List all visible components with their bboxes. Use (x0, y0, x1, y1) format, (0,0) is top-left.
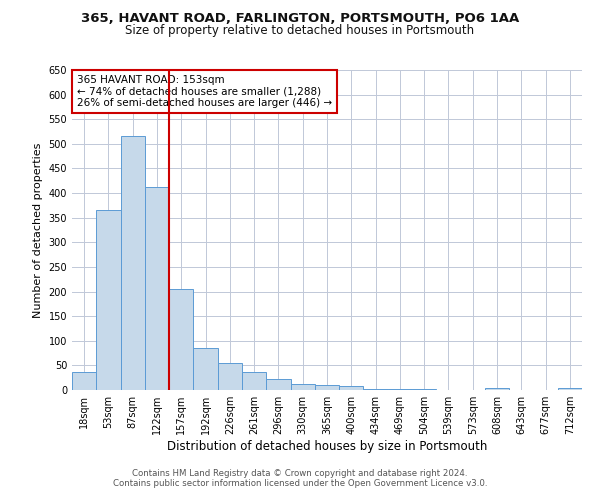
Bar (315, 385, 339, 390)
Text: Contains HM Land Registry data © Crown copyright and database right 2024.: Contains HM Land Registry data © Crown c… (132, 468, 468, 477)
Bar (558, 388, 582, 390)
Bar (121, 136, 145, 390)
Bar (364, 388, 388, 390)
Bar (266, 378, 290, 390)
Bar (145, 186, 169, 390)
Bar (339, 386, 364, 390)
Bar (388, 388, 412, 390)
Bar (485, 388, 509, 390)
Bar (193, 348, 218, 390)
Text: Size of property relative to detached houses in Portsmouth: Size of property relative to detached ho… (125, 24, 475, 37)
Text: 365 HAVANT ROAD: 153sqm
← 74% of detached houses are smaller (1,288)
26% of semi: 365 HAVANT ROAD: 153sqm ← 74% of detache… (77, 75, 332, 108)
Y-axis label: Number of detached properties: Number of detached properties (33, 142, 43, 318)
Bar (72, 372, 96, 390)
Bar (290, 384, 315, 390)
Bar (169, 289, 193, 390)
Bar (218, 363, 242, 390)
Bar (242, 372, 266, 390)
Bar (412, 389, 436, 390)
Text: Contains public sector information licensed under the Open Government Licence v3: Contains public sector information licen… (113, 478, 487, 488)
Bar (96, 210, 121, 390)
X-axis label: Distribution of detached houses by size in Portsmouth: Distribution of detached houses by size … (167, 440, 487, 453)
Text: 365, HAVANT ROAD, FARLINGTON, PORTSMOUTH, PO6 1AA: 365, HAVANT ROAD, FARLINGTON, PORTSMOUTH… (81, 12, 519, 26)
